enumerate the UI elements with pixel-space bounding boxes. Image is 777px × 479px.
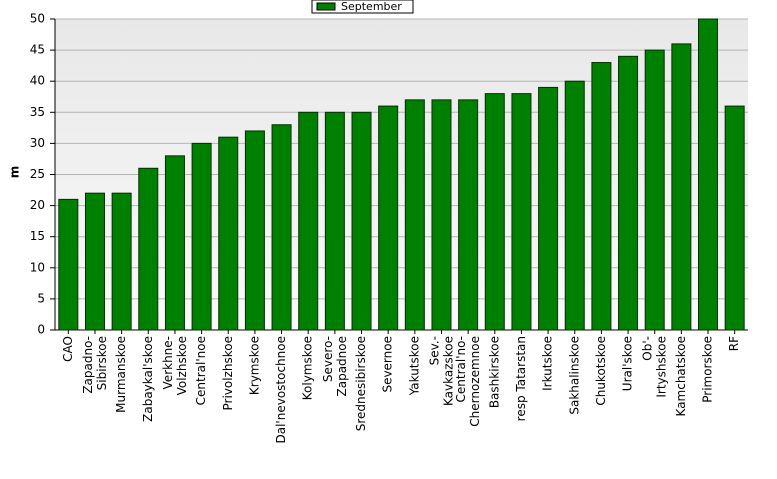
x-tick-label: CAO	[61, 336, 75, 362]
y-tick-label: 10	[30, 260, 45, 274]
bar	[378, 105, 399, 331]
legend-swatch	[316, 2, 336, 11]
bar	[58, 198, 79, 331]
x-tick-label: Kamchatskoe	[674, 336, 688, 416]
x-tick-label: Srednesibirskoe	[354, 336, 368, 431]
legend-box	[311, 0, 414, 14]
bar	[84, 192, 105, 331]
y-tick-label: 45	[30, 43, 45, 57]
x-tick-label: resp Tatarstan	[514, 336, 528, 421]
y-tick-label: 15	[30, 229, 45, 243]
y-tick-label: 25	[30, 167, 45, 181]
y-tick-label: 50	[30, 12, 45, 26]
legend: September	[311, 0, 414, 14]
y-axis-label: m	[8, 166, 22, 179]
bar	[431, 99, 452, 331]
x-tick-label: Dal'nevostochnoe	[274, 336, 288, 444]
bar	[164, 155, 185, 331]
y-tick-label: 40	[30, 74, 45, 88]
y-tick-label: 20	[30, 198, 45, 212]
x-tick-label: Severnoe	[381, 336, 395, 393]
x-tick-label: Bashkirskoe	[487, 336, 501, 408]
bar	[671, 43, 692, 331]
y-tick-label: 30	[30, 136, 45, 150]
x-tick-label: Severo-Zapadnoe	[320, 336, 348, 397]
bar	[458, 99, 479, 331]
x-tick-label: Zabaykal'skoe	[141, 336, 155, 422]
bar	[404, 99, 425, 331]
bar	[538, 86, 559, 331]
bar	[618, 55, 639, 331]
bar	[244, 130, 265, 331]
x-tick-label: Ural'skoe	[621, 336, 635, 391]
x-tick-label: RF	[727, 336, 741, 351]
x-tick-label: Sakhalinskoe	[567, 336, 581, 415]
x-tick-label: Central'no-Chernozemnoe	[454, 336, 482, 427]
y-tick-label: 35	[30, 105, 45, 119]
bar	[591, 62, 612, 331]
bar	[644, 49, 665, 331]
x-tick-label: Irkutskoe	[541, 336, 555, 391]
bar	[324, 111, 345, 331]
bar	[271, 124, 292, 331]
bar	[564, 80, 585, 331]
y-tick-label: 5	[37, 291, 45, 305]
y-tick-label: 0	[37, 323, 45, 337]
bar	[484, 93, 505, 331]
bar	[511, 93, 532, 331]
x-tick-label: Primorskoe	[701, 336, 715, 403]
x-tick-label: Krymskoe	[247, 336, 261, 395]
bar	[111, 192, 132, 331]
x-tick-label: Yakutskoe	[407, 336, 421, 396]
x-tick-label: Murmanskoe	[114, 336, 128, 413]
x-tick-label: Chukotskoe	[594, 336, 608, 406]
legend-label: September	[341, 0, 402, 13]
x-tick-label: Kolymskoe	[301, 336, 315, 400]
x-tick-label: Privolzhskoe	[221, 336, 235, 410]
bar	[191, 142, 212, 331]
x-tick-label: Verkhne-Volzhskoe	[160, 336, 188, 395]
bar	[298, 111, 319, 331]
x-tick-label: Sev.-Kavkazskoe	[427, 336, 455, 406]
bar	[218, 136, 239, 331]
bar	[351, 111, 372, 331]
bar	[698, 18, 719, 331]
x-tick-label: Ob'-Irtyshskoe	[640, 336, 668, 398]
x-tick-label: Central'noe	[194, 336, 208, 405]
bar	[724, 105, 745, 331]
x-tick-label: Zapadno-Sibirskoe	[80, 336, 108, 394]
bar	[138, 167, 159, 331]
